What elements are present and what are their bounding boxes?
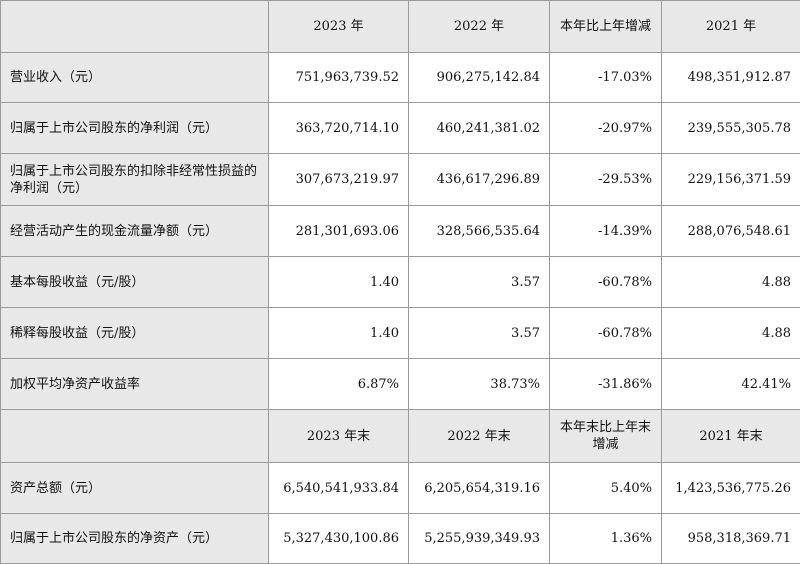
- value-2022: 3.57: [409, 308, 550, 359]
- value-change: -29.53%: [550, 154, 662, 206]
- value-2023: 751,963,739.52: [269, 53, 409, 103]
- header-corner-cell: [1, 1, 269, 53]
- table-row-basic-eps: 基本每股收益（元/股） 1.40 3.57 -60.78% 4.88: [1, 257, 800, 308]
- value-2022: 906,275,142.84: [409, 53, 550, 103]
- row-label: 加权平均净资产收益率: [1, 359, 269, 410]
- table-row-weighted-roe: 加权平均净资产收益率 6.87% 38.73% -31.86% 42.41%: [1, 359, 800, 410]
- value-change: -60.78%: [550, 308, 662, 359]
- table-row-revenue: 营业收入（元） 751,963,739.52 906,275,142.84 -1…: [1, 53, 800, 103]
- row-label: 经营活动产生的现金流量净额（元）: [1, 206, 269, 257]
- value-2022: 38.73%: [409, 359, 550, 410]
- value-2021: 4.88: [662, 308, 800, 359]
- header-row-year-end: 2023 年末 2022 年末 本年末比上年末增减 2021 年末: [1, 410, 800, 463]
- row-label: 基本每股收益（元/股）: [1, 257, 269, 308]
- value-change: -31.86%: [550, 359, 662, 410]
- value-2023: 307,673,219.97: [269, 154, 409, 206]
- value-2022: 5,255,939,349.93: [409, 514, 550, 564]
- header-cell-2023: 2023 年: [269, 1, 409, 53]
- value-2021: 1,423,536,775.26: [662, 463, 800, 514]
- value-2023: 5,327,430,100.86: [269, 514, 409, 564]
- row-label: 资产总额（元）: [1, 463, 269, 514]
- value-2021: 42.41%: [662, 359, 800, 410]
- value-change: -17.03%: [550, 53, 662, 103]
- value-2022: 436,617,296.89: [409, 154, 550, 206]
- header-row-years: 2023 年 2022 年 本年比上年增减 2021 年: [1, 1, 800, 53]
- table-row-net-profit-excl-nonrecurring: 归属于上市公司股东的扣除非经常性损益的净利润（元） 307,673,219.97…: [1, 154, 800, 206]
- value-change: 1.36%: [550, 514, 662, 564]
- value-2023: 6,540,541,933.84: [269, 463, 409, 514]
- value-2021: 4.88: [662, 257, 800, 308]
- row-label: 归属于上市公司股东的扣除非经常性损益的净利润（元）: [1, 154, 269, 206]
- header-cell-change-end: 本年末比上年末增减: [550, 410, 662, 463]
- table-row-operating-cash-flow: 经营活动产生的现金流量净额（元） 281,301,693.06 328,566,…: [1, 206, 800, 257]
- table-row-total-assets: 资产总额（元） 6,540,541,933.84 6,205,654,319.1…: [1, 463, 800, 514]
- header-cell-2021-end: 2021 年末: [662, 410, 800, 463]
- value-change: -60.78%: [550, 257, 662, 308]
- value-change: -20.97%: [550, 103, 662, 154]
- row-label: 归属于上市公司股东的净资产（元）: [1, 514, 269, 564]
- value-2023: 1.40: [269, 257, 409, 308]
- header-cell-2023-end: 2023 年末: [269, 410, 409, 463]
- value-2021: 958,318,369.71: [662, 514, 800, 564]
- value-2022: 3.57: [409, 257, 550, 308]
- value-2021: 288,076,548.61: [662, 206, 800, 257]
- value-2021: 498,351,912.87: [662, 53, 800, 103]
- value-change: -14.39%: [550, 206, 662, 257]
- header-cell-2022-end: 2022 年末: [409, 410, 550, 463]
- row-label: 营业收入（元）: [1, 53, 269, 103]
- value-2021: 239,555,305.78: [662, 103, 800, 154]
- header-corner-cell: [1, 410, 269, 463]
- value-2022: 460,241,381.02: [409, 103, 550, 154]
- table-row-net-assets: 归属于上市公司股东的净资产（元） 5,327,430,100.86 5,255,…: [1, 514, 800, 564]
- value-2021: 229,156,371.59: [662, 154, 800, 206]
- value-2023: 6.87%: [269, 359, 409, 410]
- header-cell-change: 本年比上年增减: [550, 1, 662, 53]
- row-label: 归属于上市公司股东的净利润（元）: [1, 103, 269, 154]
- value-2023: 1.40: [269, 308, 409, 359]
- value-2023: 363,720,714.10: [269, 103, 409, 154]
- table-row-diluted-eps: 稀释每股收益（元/股） 1.40 3.57 -60.78% 4.88: [1, 308, 800, 359]
- header-cell-2022: 2022 年: [409, 1, 550, 53]
- table-row-net-profit: 归属于上市公司股东的净利润（元） 363,720,714.10 460,241,…: [1, 103, 800, 154]
- header-cell-2021: 2021 年: [662, 1, 800, 53]
- value-2022: 6,205,654,319.16: [409, 463, 550, 514]
- value-change: 5.40%: [550, 463, 662, 514]
- row-label: 稀释每股收益（元/股）: [1, 308, 269, 359]
- value-2022: 328,566,535.64: [409, 206, 550, 257]
- value-2023: 281,301,693.06: [269, 206, 409, 257]
